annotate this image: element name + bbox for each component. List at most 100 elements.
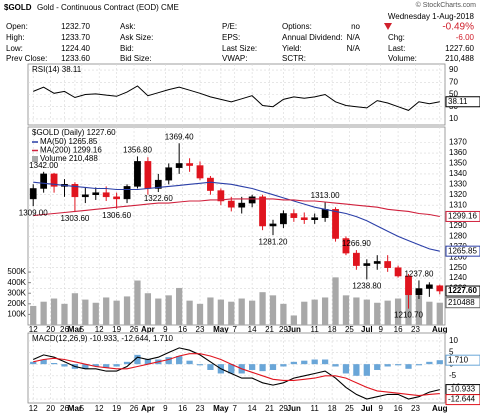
candle-body <box>175 163 183 168</box>
quote-value: no <box>351 22 360 31</box>
panel-title: $GOLD (Daily) 1227.60 <box>32 128 116 137</box>
y-tick-label: 400K <box>7 278 26 287</box>
last-value-label: 1265.85 <box>448 246 477 255</box>
quote-label: Volume: <box>388 54 417 63</box>
x-tick-label: 29 <box>279 404 288 413</box>
candle-body <box>29 188 37 200</box>
x-tick-label: Apr <box>141 404 155 413</box>
down-arrow <box>384 23 392 30</box>
histogram-bar <box>82 364 89 369</box>
histogram-bar <box>415 364 423 366</box>
quote-label: Annual Dividend: <box>282 33 342 42</box>
volume-bar <box>71 293 79 325</box>
histogram-bar <box>342 364 350 374</box>
candle-body <box>342 238 350 254</box>
histogram-bar <box>353 364 360 376</box>
histogram-bar <box>311 359 318 365</box>
x-tick-label: Aug <box>432 325 448 334</box>
last-value-label: -10.933 <box>448 385 476 394</box>
volume-bar <box>259 292 266 325</box>
y-tick-label: 1350 <box>449 159 467 168</box>
candle-body <box>300 217 308 220</box>
histogram-bar <box>259 364 266 372</box>
macd-line <box>32 347 440 400</box>
macd-line <box>33 353 440 397</box>
x-tick-label: 20 <box>46 404 55 413</box>
y-tick-label: 10 <box>449 114 458 123</box>
candle-body <box>71 184 79 198</box>
last-value-box <box>445 210 480 222</box>
last-value-label: 38.11 <box>448 97 468 106</box>
x-tick-label: Aug <box>432 404 448 413</box>
candle-body <box>81 194 89 198</box>
price-annotation: 1238.80 <box>352 281 381 290</box>
x-tick-label: May <box>213 404 229 413</box>
candle-body <box>134 161 141 187</box>
x-tick-label: 18 <box>328 325 337 334</box>
volume-bar <box>415 295 423 325</box>
candle-body <box>207 177 214 191</box>
candle-body <box>384 261 392 268</box>
x-tick-label: Jul <box>361 325 373 334</box>
y-tick-label: -5 <box>449 371 457 380</box>
panel-title: RSI(14) 38.11 <box>32 65 82 74</box>
price-annotation: 1313.00 <box>311 191 340 200</box>
x-tick-label: 7 <box>233 325 238 334</box>
x-tick-label: 11 <box>311 325 320 334</box>
change-percent: -0.49% <box>442 22 474 33</box>
volume-bar <box>196 303 204 325</box>
x-tick-label: 23 <box>196 325 205 334</box>
candle-body <box>102 192 110 198</box>
quote-value: 1224.40 <box>61 44 90 53</box>
last-value-label: 1.710 <box>448 355 469 364</box>
volume-bar <box>123 296 131 325</box>
histogram-bar <box>436 360 443 365</box>
last-value-label: -12.644 <box>448 395 476 404</box>
quote-label: Bid: <box>120 44 134 53</box>
quote-label: Options: <box>282 22 312 31</box>
moving-average-line <box>33 181 440 252</box>
histogram-bar <box>50 363 58 365</box>
x-tick-label: 19 <box>112 325 121 334</box>
histogram-bar <box>269 364 277 370</box>
candle-body <box>165 167 173 181</box>
volume-bar <box>342 295 350 325</box>
candle-body <box>363 263 371 266</box>
volume-bar <box>82 299 89 325</box>
volume-bar <box>290 315 297 325</box>
volume-bar <box>301 301 308 325</box>
candle-body <box>154 179 162 189</box>
quote-label: P/E: <box>222 22 237 31</box>
price-annotation: 1309.00 <box>19 208 48 217</box>
x-tick-label: 26 <box>130 325 139 334</box>
histogram-bar <box>176 356 183 365</box>
x-tick-label: 9 <box>163 325 168 334</box>
panel-title: MACD(12,26,9) -10.933, -12.644, 1.710 <box>32 334 174 343</box>
quote-label: Bid Size: <box>120 54 152 63</box>
candle-body <box>259 196 266 227</box>
symbol: $GOLD <box>4 3 32 12</box>
legend-label: MA(50) 1265.85 <box>40 137 98 146</box>
y-tick-label: 1290 <box>449 221 467 230</box>
candle-body <box>353 252 360 266</box>
legend-swatch <box>32 156 38 162</box>
candle-body <box>50 173 58 187</box>
quote-label: Last Size: <box>222 44 257 53</box>
quote-label: SCTR: <box>282 54 306 63</box>
y-tick-label: 1370 <box>449 138 467 147</box>
x-tick-label: 29 <box>279 325 288 334</box>
quote-label: VWAP: <box>222 54 247 63</box>
volume-bar <box>384 300 391 325</box>
x-tick-label: 19 <box>112 404 121 413</box>
x-tick-label: 5 <box>80 325 85 334</box>
quote-value: 210,488 <box>445 54 474 63</box>
y-tick-label: 1280 <box>449 232 467 241</box>
x-tick-label: 26 <box>130 404 139 413</box>
volume-bar <box>50 298 58 325</box>
histogram-bar <box>30 361 37 365</box>
legend-label: Volume 210,488 <box>40 154 98 163</box>
histogram-bar <box>186 360 193 365</box>
x-tick-label: 9 <box>378 325 383 334</box>
x-tick-label: Mar <box>68 325 82 334</box>
